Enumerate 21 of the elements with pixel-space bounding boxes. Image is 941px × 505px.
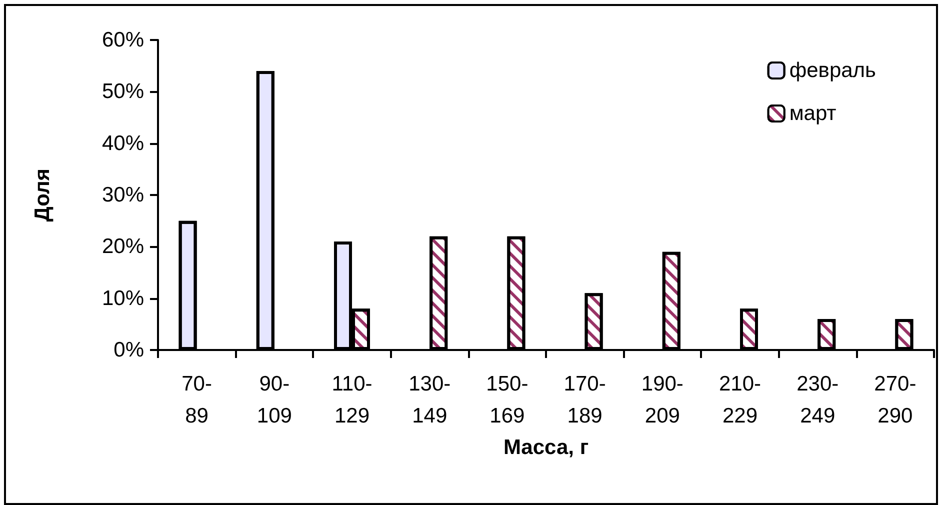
legend-label: февраль [789,59,876,82]
x-tick-label: 70-89 [182,372,212,428]
y-tick-label: 20% [102,235,144,258]
y-tick-label: 60% [102,28,144,52]
y-tick-label: 10% [102,286,144,310]
legend-label: март [789,102,837,125]
y-tick-label: 0% [114,338,144,362]
x-tick-label: 210-229 [718,372,762,428]
x-tick-label: 130-149 [408,372,451,428]
x-tick-label: 150-169 [486,372,528,428]
y-tick-label: 30% [102,184,144,206]
x-axis-title: Масса, г [503,436,589,459]
x-tick-label: 270-290 [874,372,916,428]
y-tick-label: 40% [102,132,144,155]
x-tick-label: 190-209 [641,372,684,428]
x-tick-label: 110-129 [332,372,372,428]
x-tick-label: 90-109 [256,372,292,428]
x-tick-label: 170-189 [564,372,606,428]
x-tick-label: 230-249 [796,372,839,428]
y-axis-title: Доля [31,168,54,222]
y-tick-label: 50% [102,80,144,104]
